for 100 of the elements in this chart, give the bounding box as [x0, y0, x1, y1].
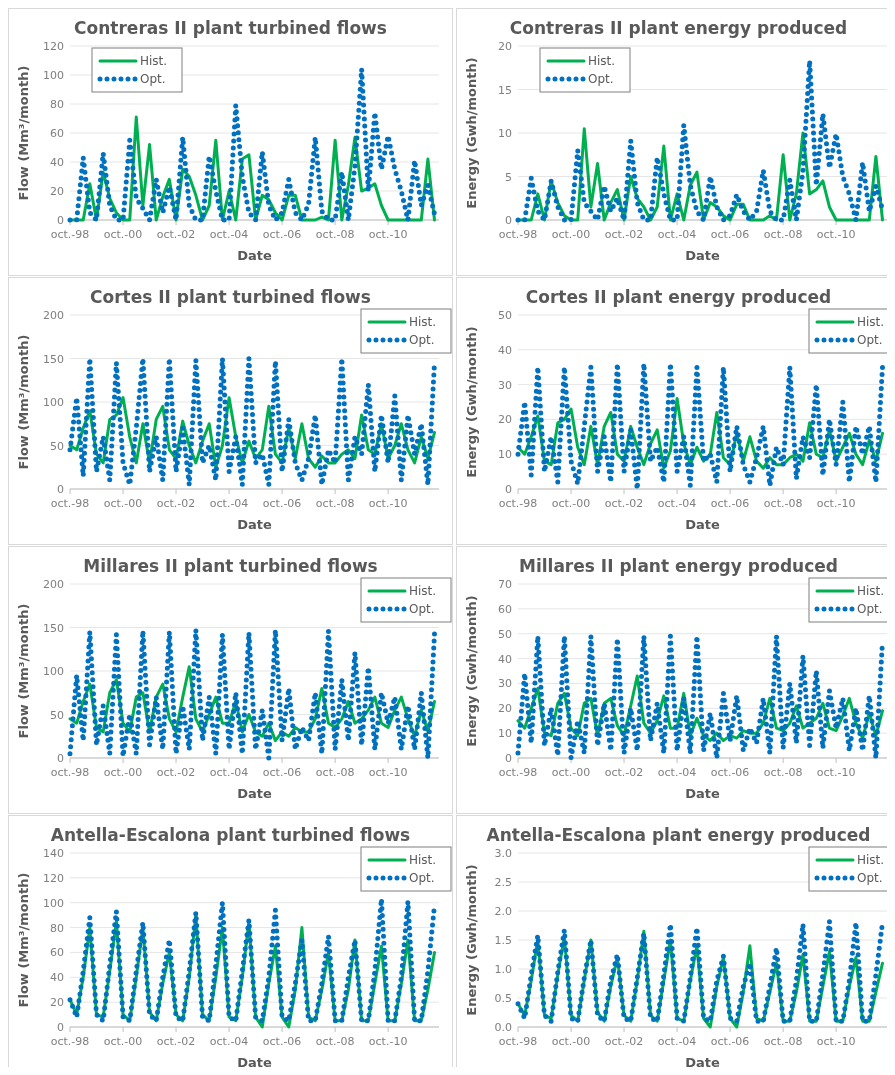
chart-title: Cortes II plant turbined flows	[90, 287, 371, 307]
legend-label: Opt.	[409, 333, 435, 347]
y-axis-title: Energy (Gwh/month)	[464, 326, 479, 478]
legend-label: Hist.	[409, 584, 437, 598]
x-tick-label: oct.-04	[657, 766, 697, 779]
y-axis-title: Energy (Gwh/month)	[464, 595, 479, 747]
x-tick-label: oct.-02	[156, 228, 196, 241]
y-tick-label: 1.0	[494, 963, 512, 976]
y-tick-label: 40	[50, 156, 64, 169]
legend-label: Hist.	[588, 54, 616, 68]
x-tick-label: oct.-02	[156, 497, 196, 510]
x-tick-label: oct.-06	[710, 766, 750, 779]
x-tick-label: oct.-06	[262, 228, 302, 241]
x-tick-label: oct.-06	[262, 497, 302, 510]
y-tick-label: 100	[43, 665, 64, 678]
legend-label: Opt.	[857, 602, 883, 616]
legend-label: Opt.	[409, 602, 435, 616]
y-axis-title: Energy (Gwh/month)	[464, 864, 479, 1016]
x-tick-label: oct.-08	[763, 228, 803, 241]
chart-title: Contreras II plant turbined flows	[74, 18, 387, 38]
x-tick-label: oct.-10	[368, 766, 408, 779]
x-tick-label: oct.-08	[763, 497, 803, 510]
x-tick-label: oct.-10	[816, 497, 856, 510]
y-tick-label: 50	[498, 627, 512, 641]
x-tick-label: oct.-04	[209, 497, 249, 510]
y-tick-label: 0	[57, 1021, 64, 1034]
x-tick-label: oct.-08	[763, 766, 803, 779]
x-tick-label: oct.-00	[103, 497, 143, 510]
y-tick-label: 40	[50, 971, 64, 985]
y-tick-label: 60	[50, 946, 64, 960]
y-tick-label: 0	[57, 752, 64, 765]
x-tick-label: oct.-02	[604, 228, 644, 241]
y-tick-label: 100	[43, 396, 64, 409]
x-axis-title: Date	[685, 517, 720, 532]
x-tick-label: oct.-00	[551, 1035, 591, 1048]
x-tick-label: oct.-98	[498, 497, 538, 510]
x-tick-label: oct.-00	[551, 766, 591, 779]
x-tick-label: oct.-08	[315, 497, 355, 510]
x-tick-label: oct.-06	[710, 1035, 750, 1048]
y-tick-label: 100	[43, 896, 64, 910]
x-tick-label: oct.-02	[156, 766, 196, 779]
y-axis-title: Flow (Mm³/month)	[16, 334, 31, 470]
x-tick-label: oct.-06	[262, 1035, 302, 1048]
y-tick-label: 20	[498, 702, 512, 716]
y-axis-title: Flow (Mm³/month)	[16, 65, 31, 201]
y-tick-label: 30	[498, 378, 512, 392]
y-tick-label: 60	[498, 602, 512, 616]
chart-title: Antella-Escalona plant energy produced	[486, 825, 871, 845]
y-tick-label: 0	[57, 483, 64, 496]
x-axis-title: Date	[237, 786, 272, 801]
x-tick-label: oct.-10	[816, 1035, 856, 1048]
y-tick-label: 10	[498, 727, 512, 741]
x-tick-label: oct.-08	[763, 1035, 803, 1048]
y-tick-label: 0	[57, 214, 64, 227]
y-tick-label: 200	[43, 309, 64, 322]
y-tick-label: 0	[505, 214, 512, 227]
y-tick-label: 150	[43, 352, 64, 366]
x-tick-label: oct.-98	[498, 228, 538, 241]
x-tick-label: oct.-08	[315, 766, 355, 779]
y-tick-label: 80	[50, 921, 64, 935]
x-axis-title: Date	[237, 248, 272, 263]
x-axis-title: Date	[685, 786, 720, 801]
x-axis-title: Date	[237, 1055, 272, 1070]
y-tick-label: 5	[505, 170, 512, 184]
x-tick-label: oct.-02	[604, 497, 644, 510]
y-tick-label: 120	[43, 871, 64, 885]
x-tick-label: oct.-10	[368, 228, 408, 241]
legend-label: Hist.	[857, 315, 885, 329]
y-tick-label: 20	[498, 413, 512, 427]
y-tick-label: 0	[505, 483, 512, 496]
x-tick-label: oct.-02	[156, 1035, 196, 1048]
chart-title: Millares II plant turbined flows	[83, 556, 378, 576]
x-tick-label: oct.-02	[604, 1035, 644, 1048]
legend-label: Hist.	[857, 584, 885, 598]
chart-title: Antella-Escalona plant turbined flows	[50, 825, 411, 845]
x-tick-label: oct.-00	[551, 228, 591, 241]
y-axis-title: Flow (Mm³/month)	[16, 872, 31, 1008]
y-tick-label: 15	[498, 83, 512, 97]
y-tick-label: 20	[50, 996, 64, 1010]
legend-label: Hist.	[409, 853, 437, 867]
x-axis-title: Date	[685, 248, 720, 263]
y-tick-label: 50	[50, 708, 64, 722]
x-tick-label: oct.-98	[50, 497, 90, 510]
y-tick-label: 40	[498, 343, 512, 357]
y-axis-title: Flow (Mm³/month)	[16, 603, 31, 739]
y-tick-label: 80	[50, 98, 64, 111]
y-tick-label: 10	[498, 448, 512, 462]
x-tick-label: oct.-04	[209, 1035, 249, 1048]
x-tick-label: oct.-04	[657, 228, 697, 241]
x-tick-label: oct.-02	[604, 766, 644, 779]
x-tick-label: oct.-00	[103, 1035, 143, 1048]
y-tick-label: 0	[505, 752, 512, 765]
x-tick-label: oct.-08	[315, 228, 355, 241]
x-tick-label: oct.-06	[710, 497, 750, 510]
y-tick-label: 2.5	[494, 876, 512, 889]
legend-label: Opt.	[140, 72, 166, 86]
legend-label: Opt.	[857, 871, 883, 885]
x-tick-label: oct.-06	[710, 228, 750, 241]
x-tick-label: oct.-10	[816, 766, 856, 779]
x-tick-label: oct.-98	[498, 766, 538, 779]
